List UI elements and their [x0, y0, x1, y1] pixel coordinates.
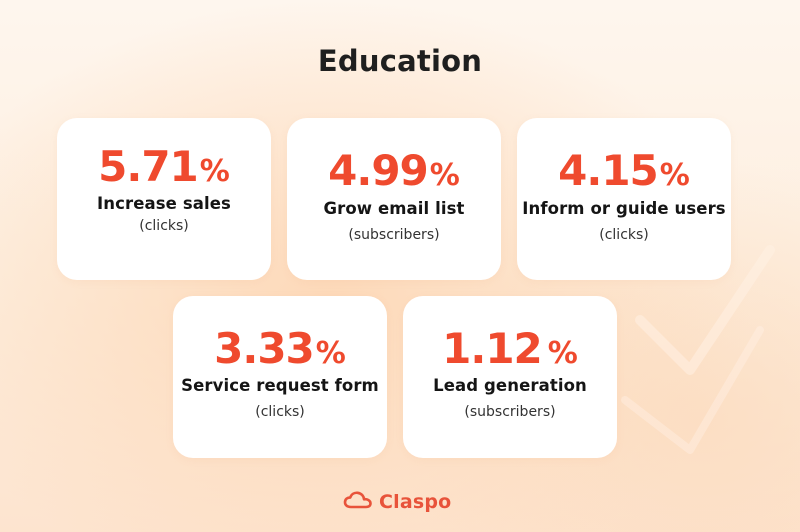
stat-value: 4.99%: [287, 146, 501, 201]
stat-metric: (clicks): [139, 218, 189, 234]
stat-label: Inform or guide users: [522, 199, 726, 218]
cloud-icon: [343, 490, 373, 514]
percent-sign: %: [199, 154, 230, 189]
stat-label: Increase sales: [97, 194, 231, 213]
stat-label: Service request form: [181, 376, 379, 395]
stat-label: Grow email list: [323, 199, 465, 218]
stat-value: 5.71%: [57, 142, 271, 197]
stat-number: 4.15: [558, 146, 659, 195]
page-title: Education: [317, 44, 483, 78]
stat-number: 5.71: [98, 142, 199, 191]
stat-metric: (clicks): [255, 404, 305, 420]
percent-sign: %: [659, 158, 690, 193]
stat-value: 1.12%: [403, 324, 617, 379]
stat-metric: (subscribers): [464, 404, 556, 420]
stat-card-grow-email-list: 4.99% Grow email list (subscribers): [287, 118, 501, 280]
stat-label: Lead generation: [433, 376, 587, 395]
stat-number: 1.12: [442, 324, 543, 373]
percent-sign: %: [547, 336, 578, 371]
stat-card-inform-guide-users: 4.15% Inform or guide users (clicks): [517, 118, 731, 280]
stat-card-lead-generation: 1.12% Lead generation (subscribers): [403, 296, 617, 458]
percent-sign: %: [429, 158, 460, 193]
logo-text: Claspo: [379, 491, 452, 513]
stat-card-service-request-form: 3.33% Service request form (clicks): [173, 296, 387, 458]
percent-sign: %: [315, 336, 346, 371]
stat-metric: (subscribers): [348, 227, 440, 243]
stat-card-increase-sales: 5.71% Increase sales (clicks): [57, 118, 271, 280]
stat-number: 4.99: [328, 146, 429, 195]
stat-metric: (clicks): [599, 227, 649, 243]
claspo-logo: Claspo: [343, 489, 451, 515]
stat-value: 3.33%: [173, 324, 387, 379]
stat-number: 3.33: [214, 324, 315, 373]
stat-value: 4.15%: [517, 146, 731, 201]
